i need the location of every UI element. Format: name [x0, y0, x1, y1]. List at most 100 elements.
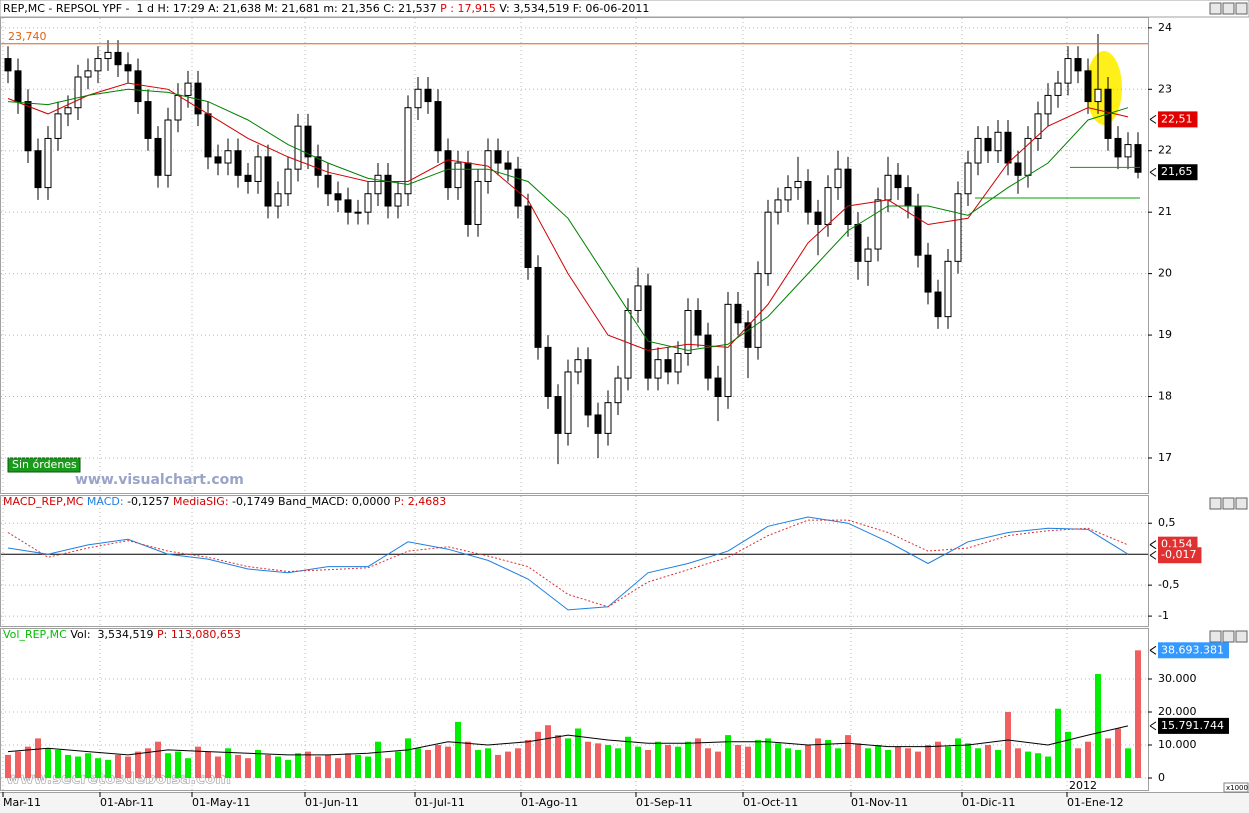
- candle-body: [254, 156, 262, 182]
- y-tick-label: 20: [1158, 267, 1172, 280]
- volume-bar: [185, 758, 191, 779]
- candle-body: [944, 260, 952, 318]
- x-tick-label: 01-Jul-11: [415, 796, 465, 809]
- order-button[interactable]: [7, 457, 81, 473]
- volume-bar: [925, 744, 931, 779]
- candle-body: [414, 88, 422, 109]
- volume-bar: [335, 758, 341, 779]
- candle-body: [334, 193, 342, 201]
- candle-body: [134, 70, 142, 103]
- moving-average: [7, 88, 1129, 351]
- x-tick-label: 01-Sep-11: [636, 796, 693, 809]
- window-buttons[interactable]: [1209, 2, 1248, 643]
- tag-pointer: [1149, 721, 1157, 731]
- y-tick-label: 0,5: [1158, 516, 1176, 529]
- candle-body: [934, 291, 942, 318]
- macd-line: [7, 516, 1129, 611]
- price-tag: [1158, 111, 1198, 128]
- volume-bar: [935, 741, 941, 779]
- volume-bar: [245, 758, 251, 779]
- candle-body: [274, 193, 282, 207]
- candle-body: [614, 377, 622, 404]
- tag-pointer: [1149, 167, 1157, 177]
- volume-bar: [45, 748, 51, 779]
- candle-body: [1124, 144, 1132, 158]
- volume-bar: [35, 738, 41, 779]
- volume-bar: [795, 749, 801, 779]
- price-tag-label: 15.791.744: [1161, 719, 1224, 732]
- volume-bar: [845, 735, 851, 779]
- volume-bar: [275, 756, 281, 779]
- candle-body: [654, 359, 662, 379]
- candle-body: [774, 199, 782, 213]
- header-segment: P: 2,4683: [394, 495, 446, 508]
- volume-bar: [145, 748, 151, 779]
- candle-body: [154, 137, 162, 176]
- min-button[interactable]: [1209, 2, 1222, 15]
- candle-body: [784, 187, 792, 201]
- volume-bar: [985, 744, 991, 779]
- header-segment: MediaSIG:: [173, 495, 232, 508]
- candle-body: [284, 168, 292, 195]
- price-tag: [1158, 547, 1202, 564]
- volume-bar: [325, 754, 331, 779]
- volume-bar: [425, 749, 431, 779]
- candle-body: [724, 303, 732, 398]
- volume-bar: [15, 751, 21, 779]
- order-button-label[interactable]: Sin órdenes: [12, 458, 77, 471]
- y-tick-label: 23: [1158, 82, 1172, 95]
- x-tick-label: 01-Oct-11: [743, 796, 798, 809]
- candle-body: [684, 309, 692, 355]
- candle-body: [674, 353, 682, 373]
- candle-body: [54, 113, 62, 139]
- x-tick-label: 01-Ene-12: [1067, 796, 1124, 809]
- price-frame: [0, 17, 1149, 494]
- volume-bar: [875, 744, 881, 779]
- candle-body: [34, 150, 42, 189]
- candle-body: [954, 193, 962, 262]
- volume-bar: [655, 741, 661, 779]
- close-button[interactable]: [1235, 497, 1248, 510]
- panel-header: Vol_REP,MC Vol: 3,534,519 P: 113,080,653: [3, 628, 241, 641]
- close-button[interactable]: [1235, 630, 1248, 643]
- candle-body: [694, 309, 702, 336]
- max-button[interactable]: [1222, 2, 1235, 15]
- min-button[interactable]: [1209, 497, 1222, 510]
- volume-bar: [825, 740, 831, 779]
- candle-body: [244, 174, 252, 182]
- volume-bar: [685, 741, 691, 779]
- volume-bar: [525, 740, 531, 779]
- volume-bar: [265, 754, 271, 779]
- price-tag: [1158, 642, 1229, 659]
- candle-body: [874, 199, 882, 250]
- candle-body: [844, 168, 852, 225]
- candle-body: [514, 168, 522, 207]
- volume-bar: [395, 751, 401, 779]
- price-tag: [1158, 164, 1198, 181]
- candle-body: [144, 101, 152, 139]
- watermark: www.secretosdebolsa.com: [6, 770, 231, 788]
- candle-body: [344, 199, 352, 213]
- candle-body: [824, 187, 832, 225]
- header-segment: Vol: 3,534,519: [70, 628, 157, 641]
- min-button[interactable]: [1209, 630, 1222, 643]
- candle-body: [374, 174, 382, 195]
- unit-box: [1223, 782, 1249, 793]
- candle-body: [1094, 88, 1102, 103]
- year-label: 2012: [1069, 779, 1097, 792]
- volume-bar: [595, 743, 601, 779]
- candle-body: [4, 58, 12, 72]
- highlight-ellipse: [1086, 51, 1122, 125]
- candle-body: [24, 101, 32, 152]
- volume-bar: [835, 748, 841, 779]
- candle-body: [644, 285, 652, 379]
- close-button[interactable]: [1235, 2, 1248, 15]
- candle-body: [584, 359, 592, 416]
- volume-bar: [225, 748, 231, 779]
- volume-bar: [485, 748, 491, 779]
- y-tick-label: 0: [1158, 771, 1165, 784]
- max-button[interactable]: [1222, 630, 1235, 643]
- candle-body: [44, 137, 52, 189]
- max-button[interactable]: [1222, 497, 1235, 510]
